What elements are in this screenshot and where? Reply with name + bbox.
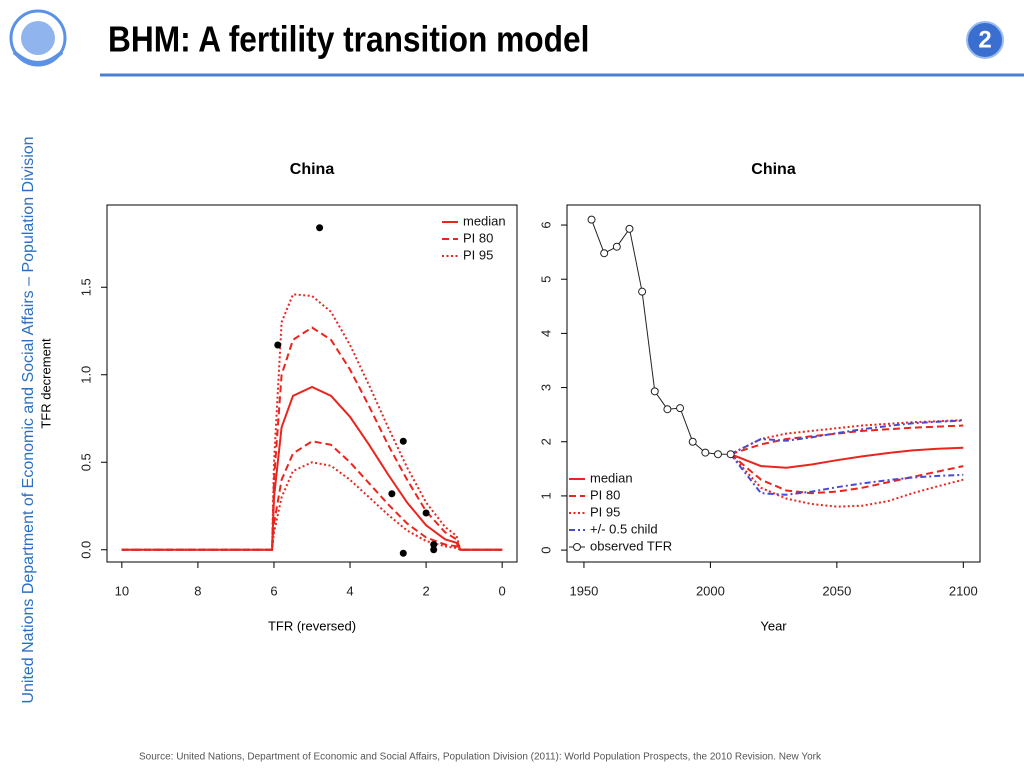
observed-point [625, 224, 634, 233]
x-tick-label: 0 [499, 583, 506, 598]
legend-label: PI 95 [463, 247, 493, 262]
observed-point [587, 215, 596, 224]
chart: China TFR (reversed) TFR decrement 10 8 6 4 2 0 0… [38, 161, 518, 633]
x-tick-label: 6 [270, 583, 277, 598]
x-axis-label: Year [760, 618, 787, 633]
observed-point [650, 387, 659, 396]
series-line [121, 385, 503, 551]
data-point [399, 549, 407, 557]
data-point [388, 490, 396, 498]
y-tick-label: 1.5 [78, 278, 93, 296]
x-tick-label: 2100 [949, 583, 978, 598]
plot-area [587, 215, 964, 508]
chart-title: China [751, 161, 796, 178]
series-line [591, 219, 731, 455]
y-tick-label: 6 [538, 221, 553, 228]
un-logo [9, 9, 67, 67]
band-lower [729, 453, 964, 496]
observed-point [701, 448, 710, 457]
x-tick-label: 8 [194, 583, 201, 598]
observed-point [612, 242, 621, 251]
page-badge [966, 21, 1004, 59]
sidebar-text: United Nations Department of Economic an… [20, 136, 37, 703]
plot-area [121, 224, 503, 557]
band-lower [121, 461, 503, 551]
band-upper [730, 419, 964, 456]
chart-title: China [290, 161, 335, 178]
x-tick-label: 2000 [696, 583, 725, 598]
band-lower [729, 453, 964, 495]
legend-label: +/- 0.5 child [590, 521, 658, 536]
observed-point [600, 249, 609, 258]
y-tick-label: 0.0 [78, 541, 93, 559]
observed-point [713, 450, 722, 459]
plot-frame [106, 204, 518, 563]
legend-label: PI 80 [590, 487, 620, 502]
data-point [316, 224, 324, 232]
band-lower [121, 440, 503, 551]
legend-label: observed TFR [590, 538, 672, 553]
y-tick-label: 2 [538, 438, 553, 445]
y-tick-label: 5 [538, 276, 553, 283]
y-tick-label: 0.5 [78, 453, 93, 471]
y-tick-label: 0 [538, 546, 553, 553]
data-point [430, 541, 438, 548]
data-point [274, 341, 282, 349]
x-axis-label: TFR (reversed) [268, 618, 356, 633]
observed-point [663, 405, 672, 414]
plot-frame [566, 204, 981, 563]
band-upper [121, 293, 503, 551]
slide-title: BHM: A fertility transition model [108, 20, 589, 60]
band-lower [729, 453, 964, 508]
y-tick-label: 3 [538, 384, 553, 391]
observed-point [688, 437, 697, 446]
x-tick-label: 2050 [822, 583, 851, 598]
y-axis-label: TFR decrement [38, 338, 53, 429]
band-upper [121, 326, 503, 551]
band-upper [730, 424, 964, 456]
y-tick-label: 4 [538, 330, 553, 337]
legend-label: PI 80 [463, 230, 493, 245]
observed-point [726, 450, 735, 459]
page-number: 2 [978, 26, 991, 53]
observed-point [676, 404, 685, 413]
data-point [430, 546, 438, 554]
x-tick-label: 2 [422, 583, 429, 598]
data-point [422, 509, 430, 517]
source-note: Source: United Nations, Department of Ec… [139, 752, 822, 763]
y-tick-label: 1 [538, 492, 553, 499]
legend-label: median [463, 213, 506, 228]
series-line [730, 446, 964, 469]
x-tick-label: 1950 [569, 583, 598, 598]
legend-marker [573, 543, 581, 551]
chart: China Year 1950 2000 2050 2100 0 1 2 3 4 5 6 median PI… [538, 161, 981, 633]
legend-label: PI 95 [590, 504, 620, 519]
legend-label: median [590, 470, 633, 485]
observed-point [638, 287, 647, 296]
y-tick-label: 1.0 [78, 366, 93, 384]
x-tick-label: 4 [346, 583, 353, 598]
x-tick-label: 10 [115, 583, 129, 598]
data-point [399, 437, 407, 445]
